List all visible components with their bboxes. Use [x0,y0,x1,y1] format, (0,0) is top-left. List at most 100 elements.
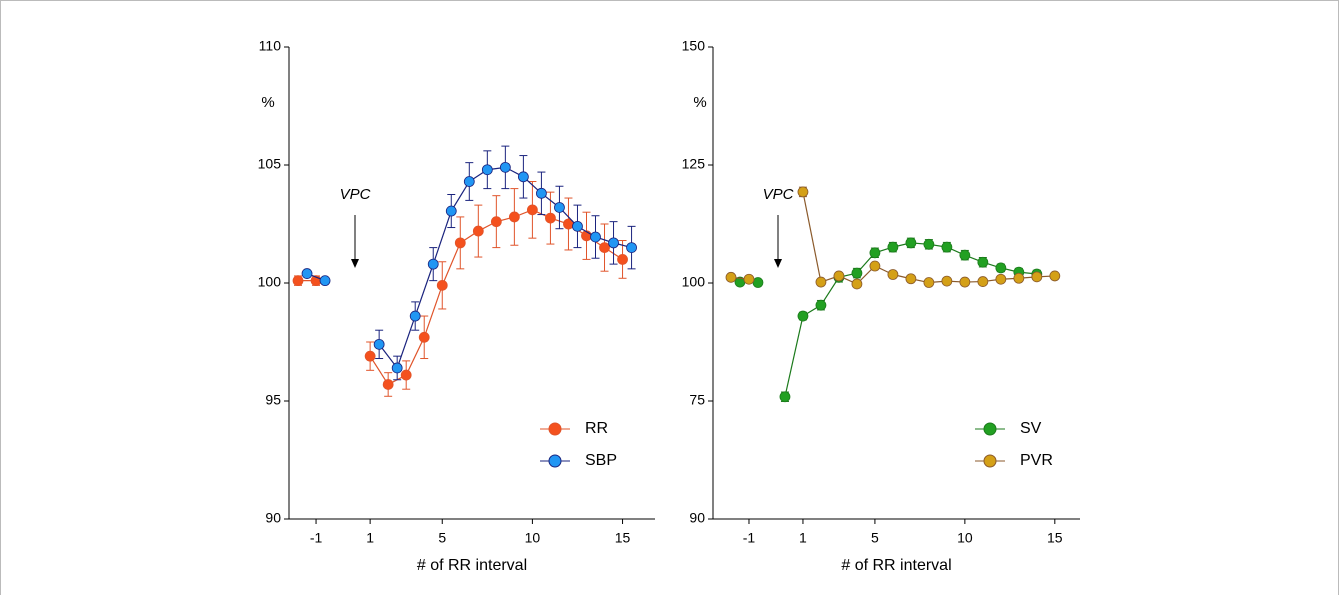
x-tick-label: 1 [366,530,374,546]
y-tick-label: 110 [259,38,282,54]
legend-marker [549,423,561,435]
data-point [798,187,808,197]
data-point [924,278,934,288]
y-axis-label: % [261,94,274,111]
x-axis-label: # of RR interval [417,557,527,574]
data-point [888,270,898,280]
annotation: VPC [340,186,371,203]
data-point [753,278,763,288]
legend-label: PVR [1020,452,1053,469]
data-point [527,205,537,215]
y-tick-label: 90 [265,510,281,526]
y-tick-label: 95 [265,392,281,408]
data-point [609,238,619,248]
data-point [618,254,628,264]
data-point [591,232,601,242]
data-point [1050,271,1060,281]
series-line [379,167,631,368]
data-point [1032,272,1042,282]
data-point [428,259,438,269]
data-point [482,165,492,175]
data-point [473,226,483,236]
data-point [320,276,330,286]
data-point [744,274,754,284]
x-tick-label: 10 [957,530,973,546]
data-point [401,370,411,380]
data-point [816,277,826,287]
data-point [924,239,934,249]
annotation-arrowhead [351,259,359,268]
x-tick-label: 15 [615,530,631,546]
x-tick-label: -1 [743,530,756,546]
legend-marker [984,455,996,467]
data-point [437,280,447,290]
legend-label: RR [585,420,608,437]
data-point [978,277,988,287]
data-point [365,351,375,361]
data-point [455,238,465,248]
data-point [410,311,420,321]
x-axis-label: # of RR interval [841,557,951,574]
y-tick-label: 90 [689,510,705,526]
data-point [293,276,303,286]
legend-label: SV [1020,420,1042,437]
x-tick-label: 10 [525,530,541,546]
data-point [726,272,736,282]
data-point [518,172,528,182]
data-point [600,243,610,253]
data-point [960,250,970,260]
data-point [780,392,790,402]
data-point [1014,273,1024,283]
data-point [383,379,393,389]
legend-marker [984,423,996,435]
data-point [500,162,510,172]
data-point [536,188,546,198]
y-axis-label: % [693,94,706,111]
y-tick-label: 100 [682,274,706,290]
data-point [419,332,429,342]
data-point [888,242,898,252]
y-tick-label: 125 [682,156,706,172]
y-tick-label: 100 [258,274,282,290]
data-point [392,363,402,373]
y-tick-label: 75 [689,392,705,408]
annotation: VPC [763,186,794,203]
y-tick-label: 105 [258,156,282,172]
x-tick-label: 5 [871,530,879,546]
data-point [960,277,970,287]
data-point [942,276,952,286]
data-point [834,271,844,281]
data-point [816,300,826,310]
x-tick-label: 1 [799,530,807,546]
data-point [446,206,456,216]
data-point [554,202,564,212]
data-point [509,212,519,222]
data-point [906,274,916,284]
data-point [464,177,474,187]
data-point [374,339,384,349]
data-point [545,213,555,223]
data-point [852,279,862,289]
data-point [798,311,808,321]
x-tick-label: 15 [1047,530,1063,546]
annotation-arrowhead [774,259,782,268]
data-point [302,269,312,279]
data-point [906,238,916,248]
data-point [627,243,637,253]
data-point [996,263,1006,273]
data-point [572,221,582,231]
data-point [870,261,880,271]
x-tick-label: -1 [310,530,323,546]
data-point [978,257,988,267]
y-tick-label: 150 [682,38,706,54]
data-point [996,274,1006,284]
data-point [942,242,952,252]
legend-marker [549,455,561,467]
data-point [491,217,501,227]
data-point [870,248,880,258]
legend-label: SBP [585,452,617,469]
